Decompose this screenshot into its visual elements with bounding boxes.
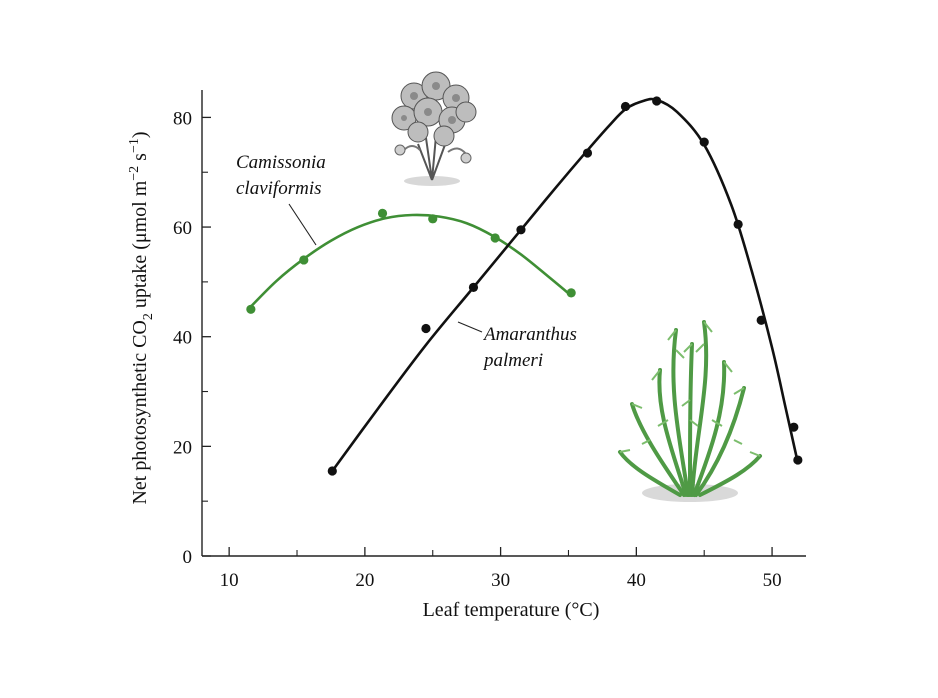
amaranthus-label-line-2: palmeri — [482, 350, 543, 371]
data-point-amaranthus-2 — [468, 282, 479, 292]
data-point-camissonia-5 — [566, 288, 576, 298]
data-point-camissonia-2 — [377, 208, 388, 218]
data-point-camissonia-4 — [490, 233, 500, 243]
data-point-amaranthus-4 — [582, 148, 593, 158]
data-point-amaranthus-10 — [789, 422, 799, 432]
x-tick-label-50: 50 — [763, 570, 782, 591]
amaranthus-annotation: Amaranthus palmeri — [457, 321, 577, 371]
y-axis-title-part-2: uptake (μmol m — [129, 180, 151, 313]
series-amaranthus — [327, 96, 803, 476]
x-tick-label-20: 20 — [355, 570, 374, 591]
y-axis-title-sup-minus1: −1 — [127, 138, 142, 153]
data-point-amaranthus-9 — [756, 315, 766, 325]
data-point-amaranthus-0 — [327, 466, 337, 476]
y-tick-label-0: 0 — [183, 547, 193, 568]
data-point-amaranthus-6 — [652, 96, 662, 106]
tick-layer: 10 20 30 40 50 0 20 40 60 80 — [173, 108, 782, 591]
camissonia-leader-line — [288, 203, 317, 246]
y-axis-title-part-4: ) — [129, 131, 151, 138]
series-layer — [246, 96, 803, 476]
amaranthus-leader-line — [457, 321, 483, 333]
camissonia-label-line-1: Camissonia — [236, 152, 326, 173]
data-point-amaranthus-11 — [793, 455, 803, 465]
data-point-camissonia-3 — [428, 214, 438, 224]
y-axis-title-sub-2: 2 — [141, 313, 156, 320]
camissonia-annotation: Camissonia claviformis — [236, 152, 326, 246]
data-point-amaranthus-3 — [516, 225, 526, 235]
data-point-amaranthus-5 — [620, 101, 631, 112]
series-camissonia — [246, 208, 576, 314]
camissonia-label-line-2: claviformis — [236, 178, 322, 199]
x-tick-label-40: 40 — [627, 570, 646, 591]
camissonia-flower-cluster-icon — [391, 71, 477, 186]
y-tick-label-40: 40 — [173, 328, 192, 349]
y-axis-title-sup-minus2: −2 — [127, 166, 142, 181]
y-tick-label-20: 20 — [173, 437, 192, 458]
data-point-amaranthus-7 — [699, 137, 709, 147]
data-point-camissonia-1 — [299, 255, 309, 265]
y-axis-title: Net photosynthetic CO2 uptake (μmol m−2 … — [127, 131, 156, 504]
y-tick-label-60: 60 — [173, 218, 192, 239]
data-point-amaranthus-1 — [421, 323, 431, 334]
series-line-amaranthus — [331, 97, 800, 472]
x-axis-title: Leaf temperature (°C) — [423, 599, 600, 621]
data-point-amaranthus-8 — [733, 219, 743, 229]
axes: 10 20 30 40 50 0 20 40 60 80 — [173, 90, 806, 591]
amaranthus-shrub-icon — [618, 320, 762, 502]
x-tick-label-10: 10 — [220, 570, 239, 591]
amaranthus-label-line-1: Amaranthus — [482, 324, 577, 345]
y-axis-title-part-3: s — [129, 153, 151, 166]
x-tick-label-30: 30 — [491, 570, 510, 591]
y-tick-label-80: 80 — [173, 108, 192, 129]
y-axis-title-part-1: Net photosynthetic CO — [129, 320, 151, 504]
data-point-camissonia-0 — [246, 304, 256, 314]
